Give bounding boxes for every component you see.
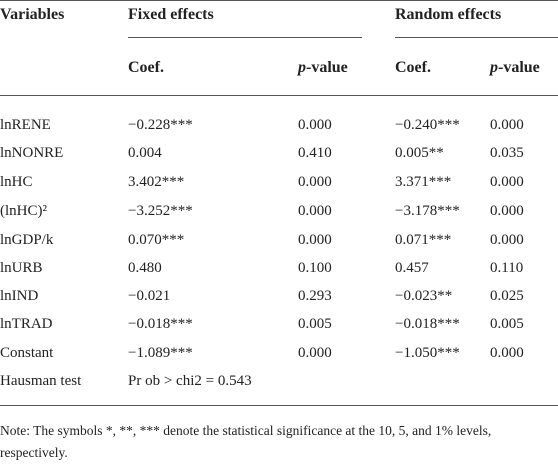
cell: Pr ob > chi2 = 0.543 [128,373,252,389]
cell: 0.457 [395,260,429,276]
column-header-text: Coef. [395,59,431,76]
table-note: Note: The symbols *, **, *** denote the … [0,423,492,460]
cell: 0.000 [490,203,524,219]
cell: 0.071*** [395,232,452,248]
cell: 0.025 [490,288,524,304]
row-label: lnURB [0,260,43,276]
cell: 0.293 [298,288,332,304]
cell: −0.021 [128,288,171,304]
column-header: Coef. [395,59,431,77]
header-variables: Variables [0,6,65,23]
row-label: Constant [0,345,54,361]
cell: 0.000 [298,203,332,219]
cell: −0.018*** [395,316,460,332]
cell: 0.005** [395,145,444,161]
row-label: lnNONRE [0,145,64,161]
cell: −1.089*** [128,345,193,361]
cell: 0.480 [128,260,162,276]
cell: 0.000 [490,232,524,248]
cell: −0.018*** [128,316,193,332]
bottom-rule [0,405,558,406]
row-label: lnGDP/k [0,232,54,248]
cell: 0.004 [128,145,162,161]
cell: 3.371*** [395,174,452,190]
cell: 0.000 [298,345,332,361]
row-label: lnIND [0,288,39,304]
cell: 0.000 [298,117,332,133]
group-rule [395,37,558,38]
row-label: Hausman test [0,373,82,389]
cell: −3.252*** [128,203,193,219]
column-header-text: -value [498,59,540,76]
cell: −1.050*** [395,345,460,361]
row-label: lnHC [0,174,33,190]
row-label: (lnHC)² [0,203,47,219]
cell: 0.070*** [128,232,185,248]
column-header-italic: p [298,59,306,76]
cell: −3.178*** [395,203,460,219]
cell: 0.005 [298,316,332,332]
group-rule [128,37,362,38]
row-label: lnRENE [0,117,51,133]
column-header: Coef. [128,59,164,77]
cell: 0.410 [298,145,332,161]
column-header-italic: p [490,59,498,76]
cell: −0.023** [395,288,453,304]
cell: 0.110 [490,260,524,276]
group-header: Fixed effects [128,6,214,23]
column-header: p-value [490,59,540,77]
header-rule [0,95,558,96]
column-header: p-value [298,59,348,77]
cell: 0.000 [490,117,524,133]
cell: 0.000 [490,174,524,190]
group-header: Random effects [395,6,502,23]
column-header-text: -value [306,59,348,76]
row-label: lnTRAD [0,316,53,332]
cell: 0.005 [490,316,524,332]
cell: 0.000 [298,174,332,190]
cell: 3.402*** [128,174,185,190]
cell: 0.000 [298,232,332,248]
cell: 0.035 [490,145,524,161]
column-header-text: Coef. [128,59,164,76]
cell: −0.228*** [128,117,193,133]
cell: 0.000 [490,345,524,361]
cell: 0.100 [298,260,332,276]
cell: −0.240*** [395,117,460,133]
top-rule [0,0,558,1]
